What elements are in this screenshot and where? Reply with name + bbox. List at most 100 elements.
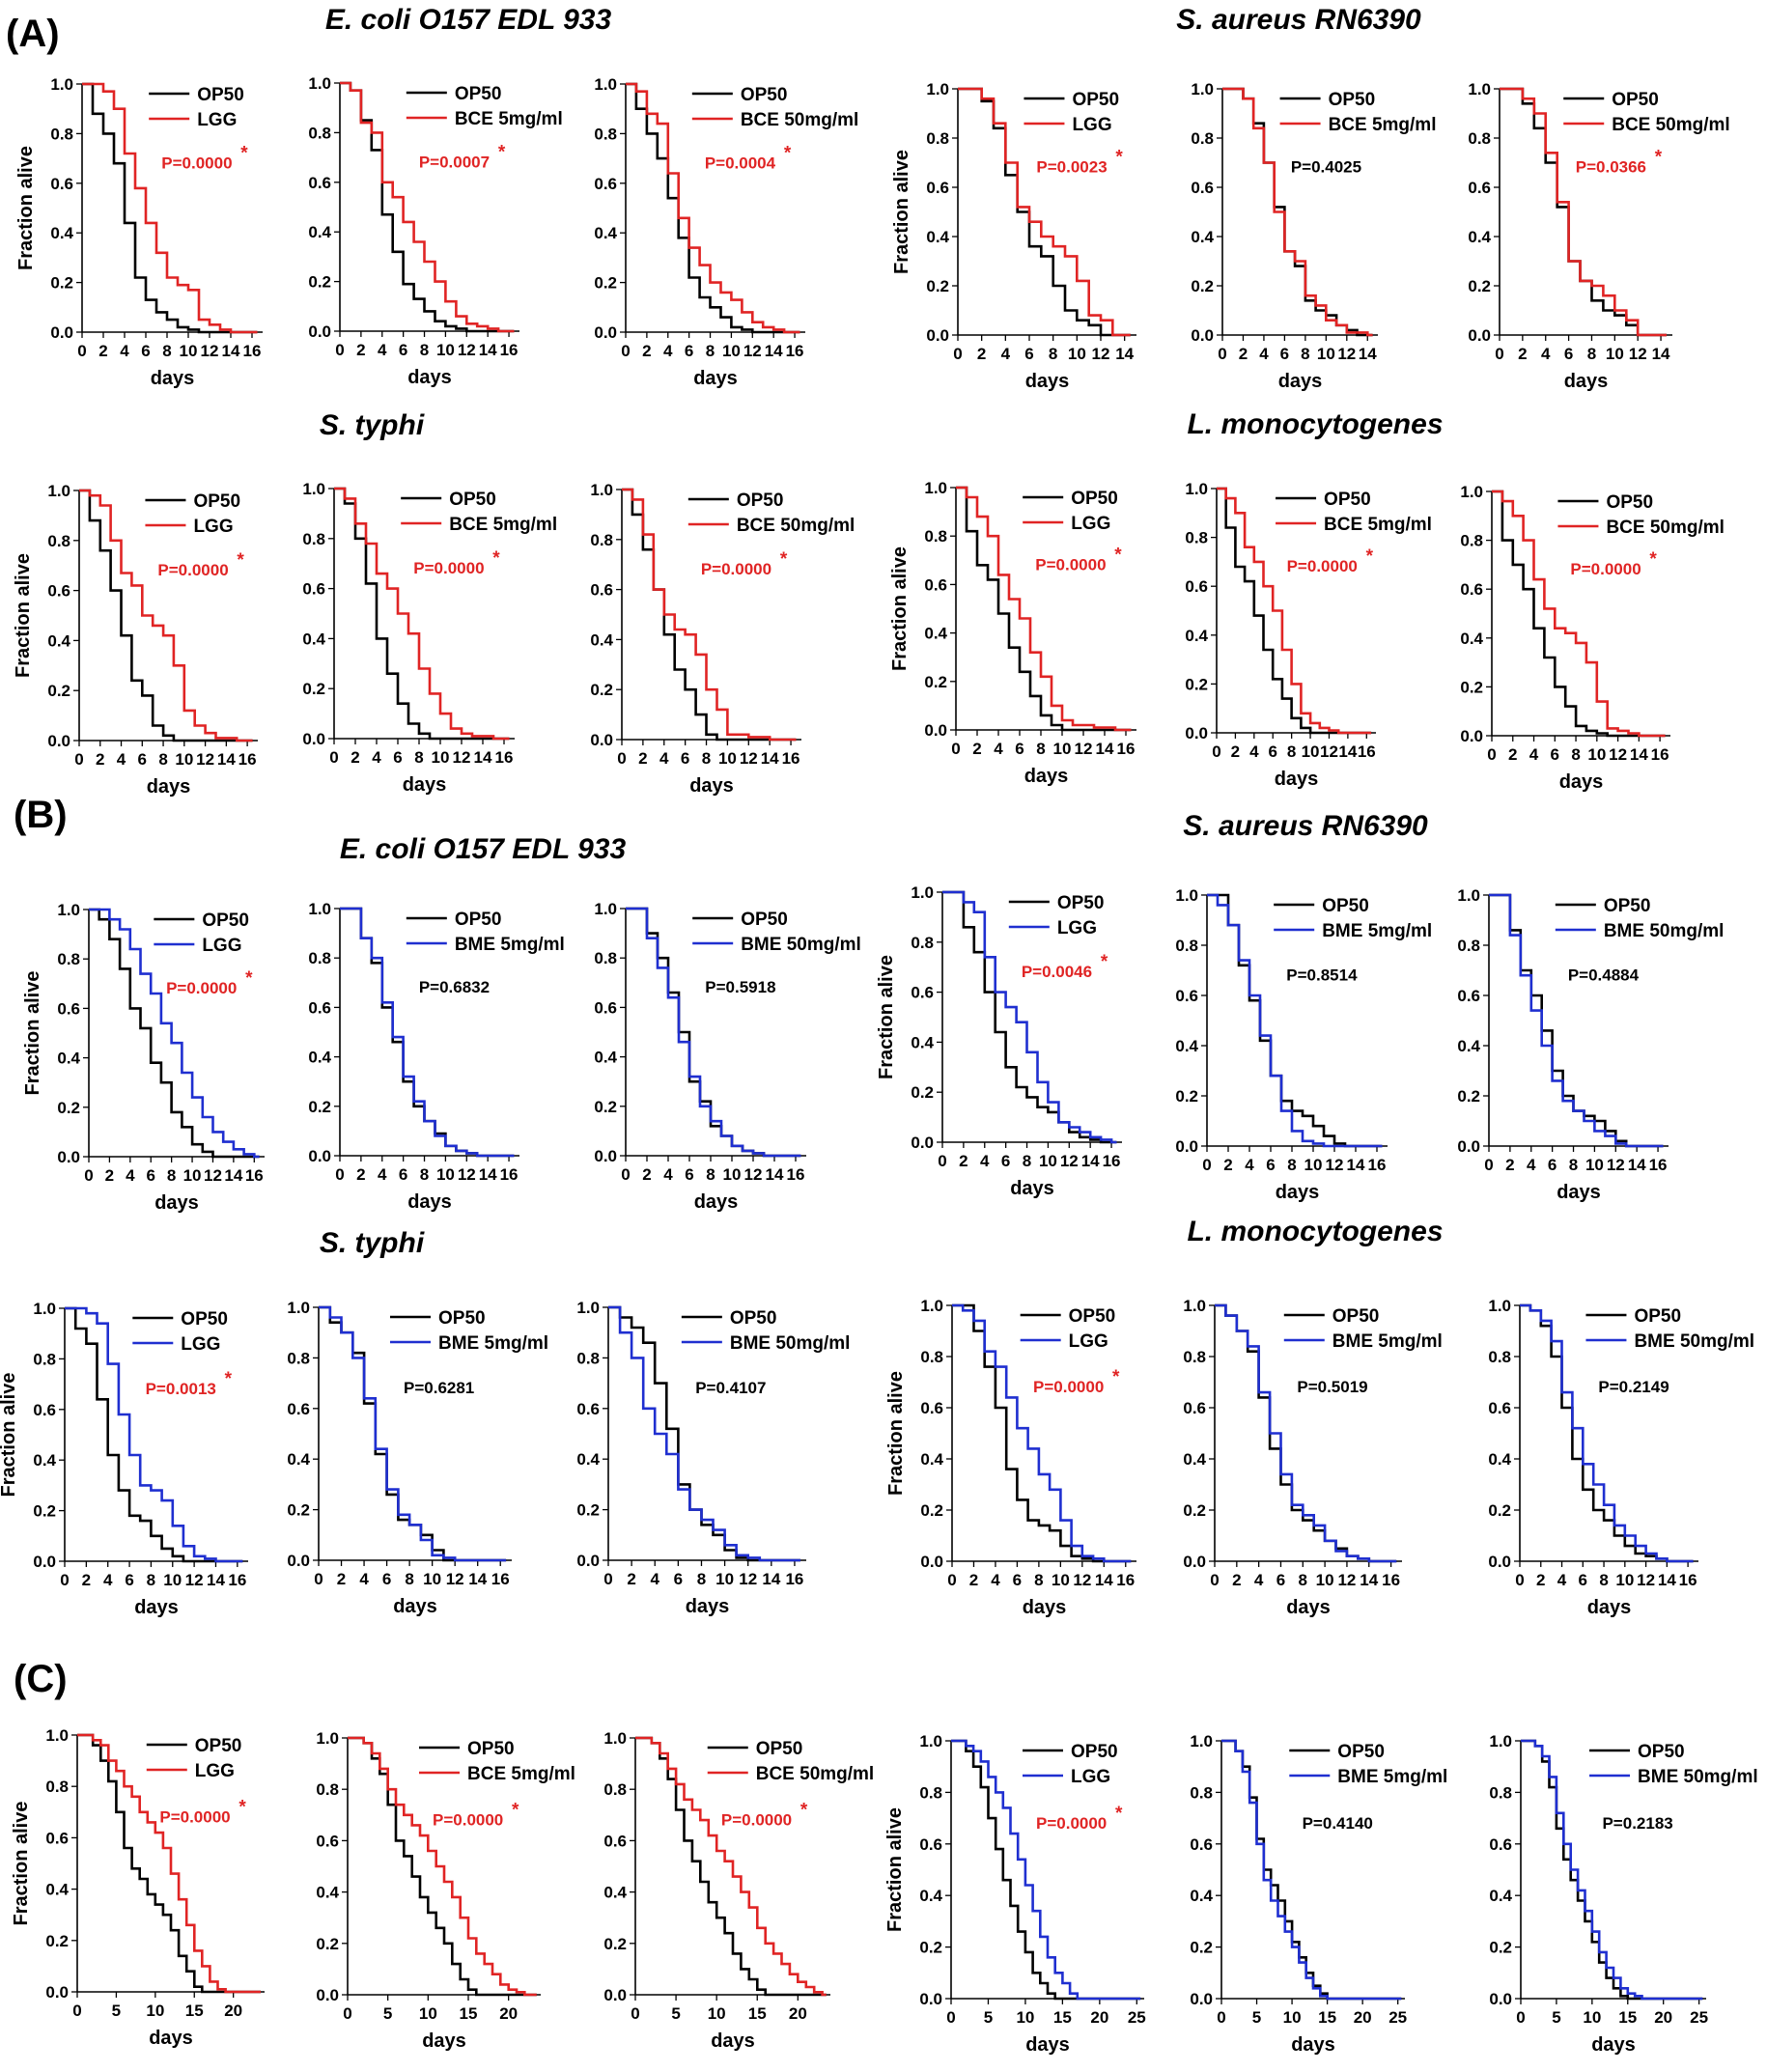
survival-chart: 0.0 0.2 0.4 0.6 0.8 1.0 0 2 4 6 8 10 12 14 16 days OP50 B… (1183, 1297, 1442, 1618)
treatment-survival-curve (79, 489, 253, 742)
y-tick-label: 0.4 (911, 1033, 934, 1051)
x-tick-label: 4 (1527, 1156, 1536, 1174)
survival-chart: 0.0 0.2 0.4 0.6 0.8 1.0 0 2 4 6 8 10 12 14 16 days Fract… (15, 75, 263, 389)
x-axis-label: days (1557, 1182, 1601, 1203)
x-axis-label: days (147, 776, 191, 798)
x-tick-label: 6 (382, 1570, 391, 1588)
y-tick-label: 0.6 (1191, 179, 1214, 197)
significance-star: * (780, 549, 788, 570)
x-tick-label: 6 (685, 342, 693, 360)
y-tick-label: 0.8 (50, 125, 73, 143)
treatment-survival-curve (77, 1733, 261, 1994)
x-tick-label: 5 (671, 2004, 680, 2023)
legend-label: OP50 (1069, 1306, 1116, 1327)
x-tick-label: 8 (706, 342, 715, 360)
y-tick-label: 0.2 (594, 1098, 617, 1116)
x-tick-label: 0 (617, 749, 626, 768)
x-tick-label: 14 (1658, 1571, 1676, 1589)
y-tick-label: 0.0 (603, 1986, 627, 2004)
y-tick-label: 1.0 (45, 1726, 69, 1745)
x-tick-label: 10 (163, 1571, 182, 1589)
x-tick-label: 4 (120, 342, 129, 360)
treatment-survival-curve (1222, 87, 1373, 337)
x-tick-label: 8 (702, 749, 711, 768)
x-tick-label: 16 (238, 750, 257, 769)
y-tick-label: 0.2 (1190, 1939, 1213, 1957)
x-tick-label: 14 (1095, 1571, 1113, 1589)
x-tick-label: 6 (1551, 745, 1559, 764)
y-axis-label: Fraction alive (889, 546, 911, 671)
y-tick-label: 0.6 (57, 999, 80, 1018)
x-tick-label: 6 (685, 1165, 693, 1184)
x-tick-label: 15 (185, 2002, 204, 2020)
x-tick-label: 0 (951, 740, 960, 758)
x-tick-label: 14 (765, 342, 783, 360)
x-tick-label: 0 (329, 748, 338, 767)
y-tick-label: 0.8 (926, 129, 949, 148)
x-tick-label: 2 (638, 749, 647, 768)
x-tick-label: 16 (1651, 745, 1669, 764)
x-tick-label: 14 (474, 748, 492, 767)
treatment-survival-curve (622, 488, 797, 742)
y-tick-label: 0.6 (1190, 1835, 1213, 1854)
y-tick-label: 0.0 (1460, 727, 1483, 745)
treatment-survival-curve (340, 907, 515, 1158)
y-tick-label: 0.8 (57, 950, 80, 968)
y-tick-label: 0.8 (33, 1350, 56, 1368)
y-tick-label: 0.2 (924, 673, 947, 691)
y-tick-label: 0.2 (1191, 277, 1214, 295)
x-tick-label: 15 (748, 2004, 767, 2023)
y-tick-label: 0.6 (576, 1400, 600, 1418)
x-tick-label: 4 (1541, 345, 1551, 363)
legend-label: BCE 5mg/ml (467, 1764, 575, 1784)
y-tick-label: 0.6 (308, 174, 331, 192)
x-tick-label: 0 (1217, 2008, 1225, 2027)
x-tick-label: 8 (1036, 740, 1045, 758)
y-tick-label: 0.6 (924, 575, 947, 594)
y-tick-label: 1.0 (1460, 483, 1483, 501)
y-tick-label: 1.0 (590, 481, 613, 499)
treatment-survival-curve (608, 1305, 800, 1562)
significance-star: * (492, 548, 500, 569)
y-tick-label: 0.8 (911, 934, 934, 952)
x-tick-label: 2 (642, 342, 651, 360)
y-tick-label: 1.0 (576, 1299, 600, 1317)
y-tick-label: 0.8 (1191, 129, 1214, 148)
y-axis-label: Fraction alive (885, 1371, 907, 1496)
y-tick-label: 0.6 (1488, 1399, 1511, 1417)
x-tick-label: 2 (82, 1571, 91, 1589)
x-tick-label: 6 (1266, 1156, 1275, 1174)
x-axis-label: days (1559, 771, 1604, 793)
x-tick-label: 14 (222, 342, 240, 360)
y-tick-label: 0.8 (308, 124, 331, 142)
x-tick-label: 0 (1202, 1156, 1211, 1174)
p-value: P=0.0004 (705, 154, 776, 172)
y-tick-label: 0.8 (1175, 937, 1198, 955)
x-tick-label: 4 (372, 748, 381, 767)
p-value: P=0.0000 (433, 1810, 503, 1829)
y-tick-label: 0.2 (576, 1501, 600, 1520)
x-tick-label: 10 (722, 342, 741, 360)
x-tick-label: 2 (356, 1165, 365, 1184)
y-tick-label: 0.0 (594, 1147, 617, 1165)
treatment-survival-curve (1217, 487, 1372, 735)
y-tick-label: 0.4 (47, 631, 70, 650)
legend-label: BME 50mg/ml (1634, 1331, 1754, 1352)
y-tick-label: 0.4 (1185, 627, 1208, 645)
y-tick-label: 1.0 (594, 900, 617, 918)
y-axis-label: Fraction alive (22, 971, 43, 1096)
x-tick-label: 12 (739, 1570, 757, 1588)
treatment-survival-curve (626, 82, 800, 334)
x-tick-label: 10 (1068, 345, 1086, 363)
legend-label: LGG (1072, 115, 1111, 135)
x-tick-label: 2 (1223, 1156, 1232, 1174)
y-tick-label: 1.0 (926, 80, 949, 98)
x-axis-label: days (1025, 371, 1070, 392)
y-tick-label: 0.2 (308, 1098, 331, 1116)
legend-label: BME 50mg/ml (1604, 921, 1725, 941)
y-axis-label: Fraction alive (891, 150, 912, 274)
x-tick-label: 20 (499, 2004, 518, 2023)
y-tick-label: 0.8 (1468, 129, 1491, 148)
y-tick-label: 0.4 (1489, 1887, 1512, 1905)
survival-chart: 0.0 0.2 0.4 0.6 0.8 1.0 0 2 4 6 8 10 12 14 16 days Fract… (889, 479, 1136, 787)
